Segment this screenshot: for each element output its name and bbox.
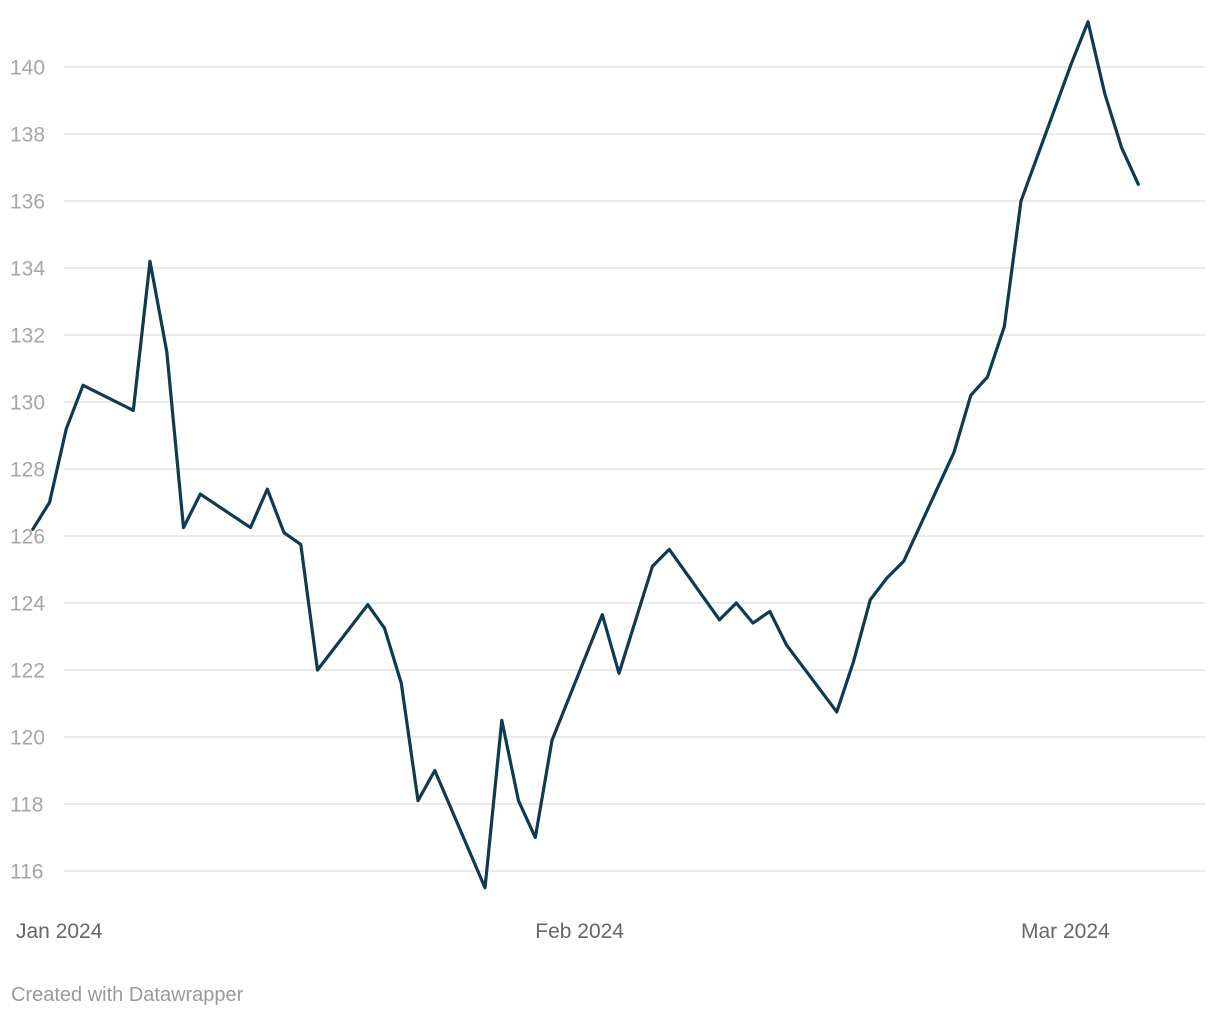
line-chart: 116118120122124126128130132134136138140 …	[10, 20, 1205, 943]
y-tick-label-136: 136	[10, 191, 45, 214]
y-tick-label-138: 138	[10, 124, 45, 147]
y-tick-label-124: 124	[10, 593, 45, 616]
x-tick-label-0: Jan 2024	[16, 920, 103, 943]
y-axis-ticks: 116 118 120 122 124 126 128 130 132 134 136 138 140	[10, 57, 45, 884]
y-tick-label-122: 122	[10, 660, 45, 683]
x-axis-ticks: Jan 2024 Feb 2024 Mar 2024	[16, 920, 1110, 943]
series-layer	[31, 20, 1140, 890]
y-tick-label-118: 118	[10, 794, 43, 817]
y-tick-label-134: 134	[10, 258, 45, 281]
y-tick-label-126: 126	[10, 526, 45, 549]
y-tick-label-116: 116	[10, 861, 43, 884]
credit-text: Created with Datawrapper	[11, 984, 244, 1006]
y-tick-label-130: 130	[10, 392, 45, 415]
y-tick-label-132: 132	[10, 325, 45, 348]
x-tick-label-2: Mar 2024	[1021, 920, 1110, 943]
y-tick-label-120: 120	[10, 727, 45, 750]
y-tick-label-128: 128	[10, 459, 45, 482]
x-tick-label-1: Feb 2024	[535, 920, 624, 943]
series-line-0	[31, 20, 1140, 890]
y-tick-label-140: 140	[10, 57, 45, 80]
grid-lines	[64, 66, 1205, 872]
